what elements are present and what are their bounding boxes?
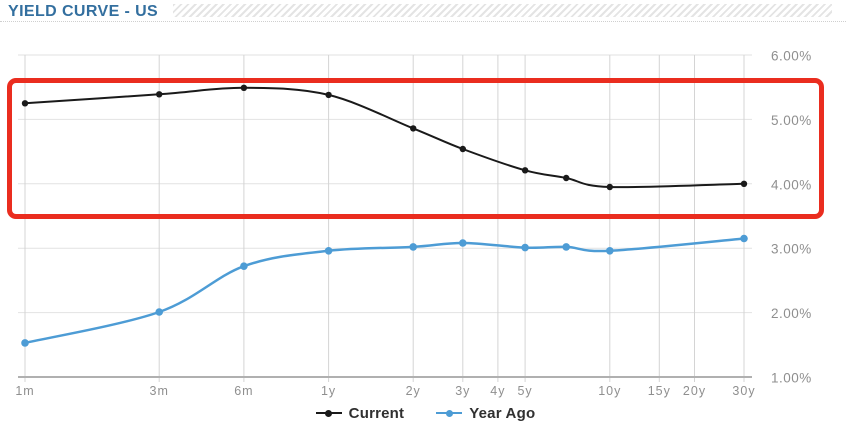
legend-label-year-ago: Year Ago — [469, 404, 536, 422]
page-title: YIELD CURVE - US — [8, 3, 159, 20]
data-point[interactable] — [740, 234, 748, 243]
data-point[interactable] — [740, 180, 748, 187]
x-tick-label: 10y — [598, 384, 621, 398]
x-tick-label: 3y — [455, 384, 470, 398]
data-point[interactable] — [21, 339, 29, 347]
y-tick-label: 4.00% — [771, 177, 812, 192]
current-series-marker-icon — [315, 409, 342, 418]
data-point[interactable] — [240, 262, 248, 271]
y-tick-label: 5.00% — [771, 113, 812, 128]
y-tick-label: 1.00% — [771, 371, 812, 386]
data-point[interactable] — [562, 243, 570, 251]
data-point[interactable] — [324, 247, 333, 255]
data-point[interactable] — [459, 239, 467, 247]
data-point[interactable] — [521, 167, 529, 174]
data-point[interactable] — [240, 84, 248, 92]
data-point[interactable] — [156, 91, 163, 98]
year-ago-series-marker-icon — [436, 409, 463, 418]
x-tick-label: 1m — [15, 384, 34, 398]
legend-item-current[interactable]: Current — [315, 404, 405, 422]
y-tick-label: 2.00% — [771, 306, 812, 321]
chart-legend: Current Year Ago — [0, 402, 851, 424]
series-path-current — [24, 86, 745, 189]
x-tick-label: 1y — [321, 384, 336, 398]
data-point[interactable] — [325, 91, 332, 99]
data-point[interactable] — [521, 243, 529, 252]
header-divider — [0, 21, 846, 22]
data-point[interactable] — [459, 145, 466, 153]
data-point[interactable] — [563, 174, 570, 182]
x-tick-label: 5y — [517, 384, 532, 398]
legend-label-current: Current — [348, 404, 405, 422]
x-tick-label: 20y — [683, 384, 706, 398]
series-path-year-ago — [23, 237, 746, 345]
legend-item-year-ago[interactable]: Year Ago — [436, 405, 535, 422]
x-tick-label: 30y — [732, 384, 755, 398]
data-point[interactable] — [21, 100, 29, 107]
x-tick-label: 4y — [490, 384, 505, 398]
data-point[interactable] — [155, 308, 163, 316]
data-point[interactable] — [606, 183, 613, 191]
x-tick-label: 3m — [150, 384, 169, 398]
header-hatch-decoration — [173, 4, 832, 17]
data-point[interactable] — [410, 125, 417, 132]
x-tick-label: 6m — [234, 384, 253, 398]
x-tick-label: 15y — [648, 384, 671, 398]
x-tick-label: 2y — [406, 384, 421, 398]
data-point[interactable] — [606, 247, 614, 255]
y-tick-label: 6.00% — [771, 49, 812, 64]
y-tick-label: 3.00% — [771, 242, 812, 257]
data-point[interactable] — [409, 243, 418, 251]
